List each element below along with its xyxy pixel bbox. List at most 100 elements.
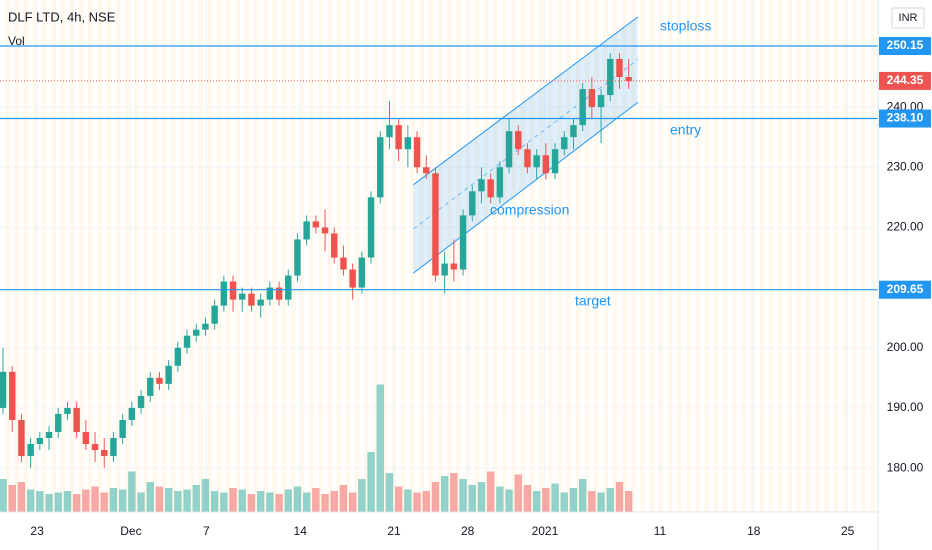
candle-body [174, 347, 182, 366]
session-stripe [750, 0, 756, 512]
y-tick-label: 230.00 [887, 159, 924, 173]
candle-body [321, 227, 329, 234]
session-stripe [253, 0, 259, 512]
session-stripe [796, 0, 802, 512]
candle-body [395, 125, 402, 150]
session-stripe [787, 0, 792, 512]
volume-bar [450, 473, 458, 512]
session-stripe [842, 0, 848, 512]
candle-body [478, 179, 485, 192]
session-stripe [502, 0, 507, 512]
candle-body [459, 215, 467, 270]
session-stripe [474, 0, 480, 512]
session-stripe [575, 0, 581, 512]
candle-body [73, 407, 80, 432]
session-stripe [88, 0, 93, 512]
volume-bar [72, 494, 81, 512]
volume-bar [220, 492, 228, 512]
session-stripe [630, 0, 636, 512]
annotation: target [575, 293, 611, 309]
last-price-label: 244.35 [887, 73, 924, 87]
session-stripe [860, 0, 866, 512]
candle-body [533, 155, 540, 168]
candle-body [331, 233, 338, 258]
volume-bar [100, 492, 108, 512]
session-stripe [226, 0, 231, 512]
volume-bar [606, 488, 614, 512]
candle-body [561, 137, 568, 150]
session-stripe [143, 0, 148, 512]
x-tick-label: 25 [841, 524, 855, 538]
x-tick-label: Dec [120, 524, 141, 538]
volume-bar [523, 485, 532, 512]
volume-bar [293, 486, 302, 512]
currency-box[interactable] [891, 7, 925, 29]
level-label-box [879, 280, 931, 299]
volume-bar [63, 491, 72, 512]
session-stripe [640, 0, 645, 512]
candle-body [91, 444, 99, 451]
candle-body [303, 221, 310, 240]
session-stripe [548, 0, 553, 512]
currency[interactable]: INR [899, 12, 918, 24]
candle-body [257, 299, 264, 306]
volume-bar [91, 486, 99, 512]
annotation: compression [490, 202, 569, 218]
volume-bar [339, 485, 348, 512]
candle-body [27, 444, 34, 457]
channel-middle [413, 59, 639, 230]
level-label-box [879, 37, 931, 56]
volume-bar [256, 491, 265, 512]
session-stripe [152, 0, 158, 512]
session-stripe [400, 0, 406, 512]
volume-bar [348, 492, 357, 512]
session-stripe [584, 0, 590, 512]
candle-body [128, 407, 136, 420]
volume-bar [597, 492, 605, 512]
candle-body [285, 275, 292, 300]
candle-body [0, 371, 7, 408]
session-stripe [676, 0, 682, 512]
x-tick-label: 2021 [532, 524, 559, 538]
volume-bar [404, 489, 412, 512]
candle-body [110, 437, 117, 457]
session-stripe [722, 0, 728, 512]
volume-bar [247, 494, 256, 512]
session-stripe [373, 0, 378, 512]
session-stripe [235, 0, 240, 512]
session-stripe [851, 0, 857, 512]
volume-bar [514, 474, 522, 512]
candle-body [193, 329, 200, 336]
session-stripe [492, 0, 498, 512]
volume-bar [54, 492, 62, 512]
session-stripe [511, 0, 516, 512]
session-stripe [14, 0, 20, 512]
candle-body [266, 287, 274, 300]
candle-body [119, 419, 126, 438]
candle-body [386, 125, 393, 138]
level-label: 250.15 [887, 38, 924, 52]
volume-bar [174, 491, 182, 512]
session-stripe [768, 0, 774, 512]
session-stripe [354, 0, 360, 512]
session-stripe [419, 0, 424, 512]
candle-body [55, 413, 62, 432]
candle-body [607, 58, 614, 96]
session-stripe [115, 0, 121, 512]
volume-bar [486, 471, 495, 512]
session-stripe [318, 0, 323, 512]
level-label-box [879, 109, 931, 128]
candle-body [211, 305, 218, 324]
candle-body [137, 395, 145, 408]
volume-bar [36, 491, 44, 512]
session-stripe [134, 0, 139, 512]
candle-body [349, 269, 356, 288]
candle-body [588, 89, 596, 108]
session-stripe [336, 0, 342, 512]
session-stripe [97, 0, 102, 512]
volume-bar [578, 479, 587, 512]
session-stripe [805, 0, 811, 512]
plot-background [0, 0, 878, 512]
